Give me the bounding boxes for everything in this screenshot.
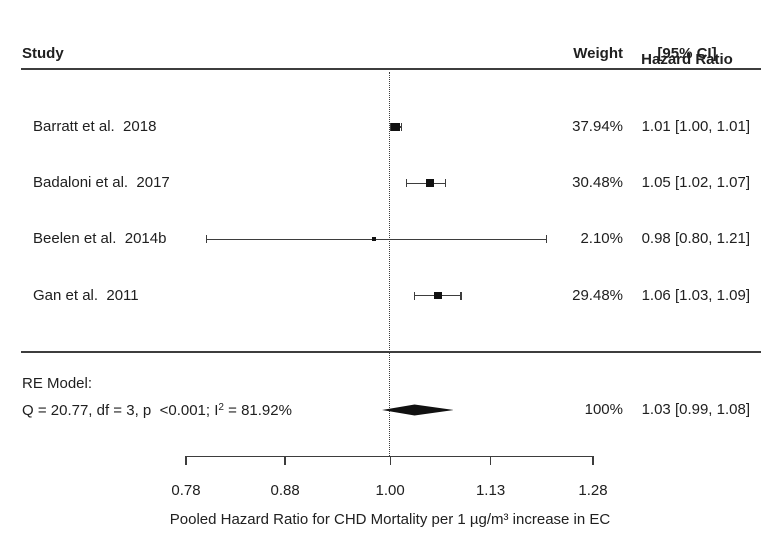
study-ci: 1.06 [1.03, 1.09] [641, 286, 750, 304]
study-label: Gan et al. 2011 [33, 286, 139, 304]
x-axis-tick-label: 0.78 [171, 482, 201, 499]
x-axis-tick-label: 0.88 [270, 482, 300, 499]
weight-column-header: Weight [573, 45, 623, 62]
reference-line [389, 72, 391, 456]
ci-cap-left [206, 235, 208, 244]
point-estimate-marker [426, 179, 435, 188]
header-rule [21, 68, 761, 70]
point-estimate-marker [391, 122, 400, 132]
heterogeneity-stats-prefix: Q = 20.77, df = 3, p <0.001; I [22, 402, 219, 419]
ci-cap-right [445, 179, 447, 188]
study-ci: 0.98 [0.80, 1.21] [641, 230, 750, 248]
ci-cap-right [400, 123, 403, 131]
x-axis-label: Pooled Hazard Ratio for CHD Mortality pe… [169, 511, 611, 528]
heterogeneity-stats-suffix: = 81.92% [223, 402, 292, 419]
study-ci: 1.01 [1.00, 1.01] [641, 118, 750, 135]
re-model-label: RE Model: [22, 375, 93, 392]
study-weight: 2.10% [580, 230, 623, 248]
point-estimate-marker [434, 291, 442, 300]
x-axis-tick [185, 456, 187, 465]
summary-diamond [381, 404, 454, 416]
i-squared-superscript: 2 [218, 402, 224, 413]
x-axis-tick-label: 1.13 [475, 482, 506, 499]
summary-ci: 1.03 [0.99, 1.08] [641, 401, 750, 418]
study-weight: 29.48% [572, 286, 623, 304]
point-estimate-marker [371, 237, 376, 242]
study-label: Beelen et al. 2014b [33, 230, 167, 248]
study-column-header: Study [22, 45, 64, 62]
ci-cap-left [413, 291, 416, 300]
study-weight: 37.94% [572, 118, 623, 135]
ci-cap-left [405, 179, 408, 188]
x-axis-tick [284, 456, 286, 465]
x-axis-tick-label: 1.28 [578, 482, 608, 499]
summary-weight: 100% [584, 401, 623, 418]
ci-column-header: [95% CI] [657, 45, 717, 62]
study-label: Badaloni et al. 2017 [33, 174, 170, 192]
study-weight: 30.48% [572, 174, 623, 192]
ci-cap-right [546, 235, 548, 244]
study-label: Barratt et al. 2018 [33, 118, 157, 135]
ci-cap-right [460, 291, 462, 300]
ci-whisker-line [406, 182, 446, 184]
x-axis-tick-label: 1.00 [375, 482, 405, 499]
x-axis-tick [489, 456, 492, 465]
hazard-ratio-header-line1: Hazard Ratio [641, 51, 733, 68]
x-axis-tick [389, 456, 391, 465]
ci-cap-left [389, 123, 392, 131]
summary-separator-rule [21, 351, 761, 353]
heterogeneity-stats: Q = 20.77, df = 3, p <0.001; I2 = 81.92% [22, 402, 292, 420]
x-axis-tick [592, 456, 594, 465]
hazard-ratio-column-header: Hazard Ratio [607, 15, 767, 105]
study-ci: 1.05 [1.02, 1.07] [641, 174, 750, 192]
ci-whisker-line [206, 238, 547, 240]
